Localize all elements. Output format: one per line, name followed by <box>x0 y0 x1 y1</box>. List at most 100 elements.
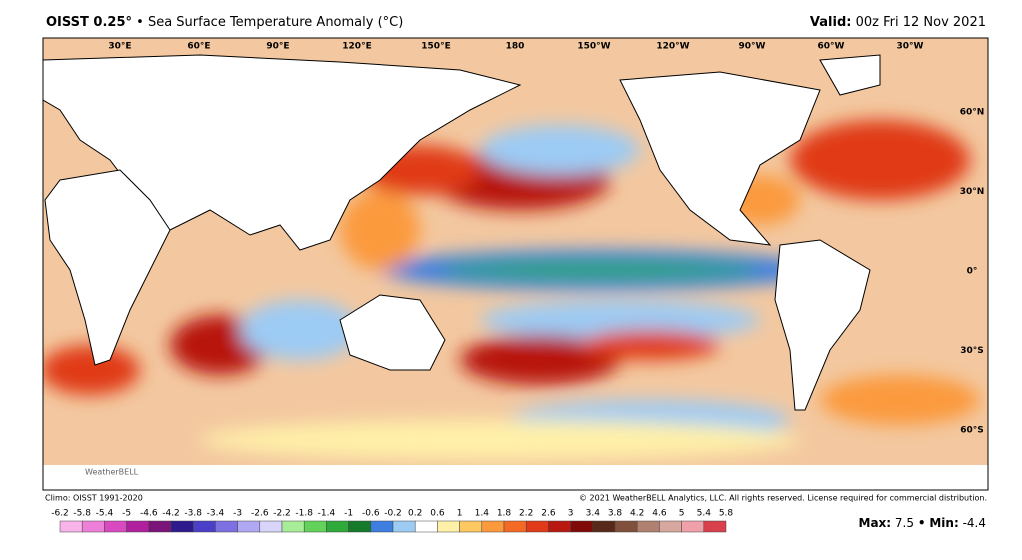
colorbar-swatch <box>592 520 616 533</box>
colorbar-label: 2.6 <box>541 509 556 519</box>
colorbar-swatch <box>370 520 394 533</box>
latitude-label: 60°N <box>960 108 985 118</box>
colorbar-swatch <box>659 520 682 533</box>
colorbar-swatch <box>348 520 372 533</box>
colorbar-label: 3.8 <box>608 509 623 519</box>
colorbar-swatch <box>614 520 638 533</box>
colorbar-label: -6.2 <box>51 509 69 519</box>
colorbar-label: 1.8 <box>497 509 512 519</box>
colorbar-label: -3 <box>233 509 242 519</box>
antarctica <box>43 465 988 490</box>
map-frame <box>42 37 989 491</box>
colorbar-label: -2.2 <box>273 509 291 519</box>
continents <box>43 54 881 411</box>
colorbar-label: 1.4 <box>475 509 490 519</box>
colorbar-swatch <box>459 520 483 533</box>
valid-time: 00z Fri 12 Nov 2021 <box>856 15 986 30</box>
colorbar-swatch <box>59 520 83 533</box>
colorbar-label: 5.8 <box>719 509 734 519</box>
colorbar-swatch <box>192 520 216 533</box>
colorbar-label: -1 <box>344 509 353 519</box>
colorbar-label: -1.8 <box>295 509 313 519</box>
south-america <box>774 239 871 411</box>
colorbar-label: -1.4 <box>318 509 336 519</box>
colorbar-swatch <box>237 520 261 533</box>
colorbar-swatch <box>326 520 349 533</box>
longitude-label: 30°E <box>108 42 131 52</box>
colorbar-label: -4.2 <box>162 509 180 519</box>
longitude-label: 150°E <box>421 42 450 52</box>
anomaly-field <box>43 120 980 460</box>
colorbar-label: 2.2 <box>519 509 533 519</box>
greenland <box>819 54 881 96</box>
colorbar-label: -3.8 <box>184 509 202 519</box>
longitude-label: 60°W <box>818 42 845 52</box>
colorbar-label: 1 <box>457 509 463 519</box>
africa <box>44 169 171 366</box>
colorbar-label: -4.6 <box>140 509 158 519</box>
latitude-label: 30°S <box>960 346 984 356</box>
longitude-label: 120°E <box>342 42 371 52</box>
valid-label: Valid: <box>810 15 852 30</box>
colorbar-label: 0.2 <box>408 509 422 519</box>
title: OISST 0.25° <box>46 15 132 30</box>
climo: Climo: OISST 1991-2020 <box>45 494 143 503</box>
colorbar-swatch <box>548 520 571 533</box>
latitude-label: 60°S <box>960 426 984 436</box>
colorbar-swatch <box>148 520 172 533</box>
colorbar-swatch <box>703 520 727 533</box>
colorbar-label: -2.6 <box>251 509 269 519</box>
colorbar-swatch <box>525 520 549 533</box>
max-label: Max: <box>859 516 892 530</box>
colorbar-label: -5.8 <box>73 509 91 519</box>
colorbar-label: -5 <box>122 509 131 519</box>
valid: Valid: 00z Fri 12 Nov 2021 <box>810 15 986 30</box>
australia <box>339 294 446 371</box>
logo: WeatherBELL <box>85 468 139 477</box>
colorbar-label: 4.2 <box>630 509 644 519</box>
colorbar-swatch <box>481 520 505 533</box>
longitude-label: 90°E <box>266 42 289 52</box>
colorbar-swatch <box>303 520 327 533</box>
longitude-label: 30°W <box>897 42 924 52</box>
colorbar-swatch <box>81 520 105 533</box>
colorbar-label: -3.4 <box>207 509 225 519</box>
colorbar-swatch <box>170 520 194 533</box>
colorbar-swatch <box>636 520 660 533</box>
longitude-label: 120°W <box>656 42 689 52</box>
colorbar-label: 3 <box>568 509 574 519</box>
colorbar-swatch <box>126 520 150 533</box>
min-label: Min: <box>929 516 958 530</box>
colorbar-swatch <box>570 520 594 533</box>
colorbar-label: 4.6 <box>652 509 667 519</box>
colorbar-label: 3.4 <box>586 509 601 519</box>
latitude-label: 30°N <box>960 187 985 197</box>
north-america <box>619 71 821 246</box>
colorbar-swatch <box>281 520 305 533</box>
colorbar-label: 5.4 <box>697 509 712 519</box>
eurasia <box>43 54 522 251</box>
subtitle: • Sea Surface Temperature Anomaly (°C) <box>136 15 403 30</box>
colorbar-swatch <box>104 520 127 533</box>
colorbar-swatch <box>503 520 527 533</box>
copyright: © 2021 WeatherBELL Analytics, LLC. All r… <box>579 494 987 503</box>
colorbar-swatch <box>215 520 238 533</box>
stats: Max: 7.5 • Min: -4.4 <box>859 516 986 530</box>
colorbar-swatch <box>681 520 705 533</box>
colorbar-label: -0.2 <box>384 509 402 519</box>
separator: • <box>918 516 926 530</box>
colorbar-swatch <box>392 520 416 533</box>
longitude-label: 150°W <box>577 42 610 52</box>
max-value: 7.5 <box>895 516 914 530</box>
longitude-label: 180 <box>506 42 525 52</box>
colorbar-swatch <box>414 520 438 533</box>
colorbar-label: -5.4 <box>96 509 114 519</box>
colorbar-swatch <box>437 520 460 533</box>
min-value: -4.4 <box>963 516 986 530</box>
longitude-label: 60°E <box>187 42 210 52</box>
latitude-label: 0° <box>967 267 978 277</box>
colorbar-label: -0.6 <box>362 509 380 519</box>
colorbar-label: 5 <box>679 509 685 519</box>
colorbar-swatch <box>259 520 283 533</box>
